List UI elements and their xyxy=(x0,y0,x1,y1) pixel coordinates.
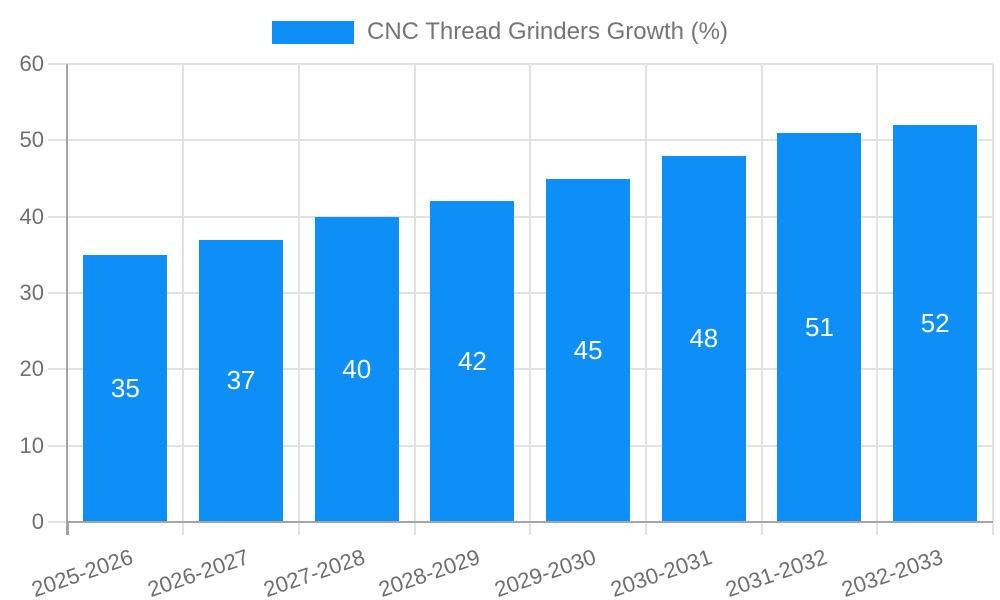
y-gridline xyxy=(47,63,993,65)
y-gridline xyxy=(47,215,993,218)
x-axis-tick xyxy=(297,523,300,535)
x-axis-line xyxy=(66,521,993,523)
bar-value-label: 45 xyxy=(573,334,603,365)
bar: 40 xyxy=(314,216,399,521)
y-axis-tick-label: 50 xyxy=(19,127,44,153)
x-axis-tick-label: 2029-2030 xyxy=(491,544,599,600)
y-gridline xyxy=(47,368,993,371)
y-gridline xyxy=(47,292,993,294)
bar-value-label: 51 xyxy=(805,311,834,342)
chart-legend: CNC Thread Grinders Growth (%) xyxy=(0,20,1000,44)
x-axis-tick xyxy=(413,523,416,535)
y-axis-tick-label: 30 xyxy=(19,280,44,305)
x-gridline xyxy=(529,64,532,522)
bar: 45 xyxy=(546,178,631,521)
x-axis-tick xyxy=(182,523,185,535)
bar: 42 xyxy=(430,201,515,521)
y-axis-tick-label: 20 xyxy=(19,356,44,382)
x-axis-tick-label: 2030-2031 xyxy=(606,544,715,600)
x-gridline xyxy=(182,64,185,522)
x-axis-tick-label: 2031-2032 xyxy=(722,544,831,600)
bar-value-label: 37 xyxy=(226,365,256,396)
x-gridline xyxy=(760,64,763,522)
bar: 52 xyxy=(893,125,978,521)
x-axis-tick xyxy=(760,523,763,535)
y-axis-tick-label: 10 xyxy=(19,432,44,458)
bar-value-label: 48 xyxy=(689,323,719,354)
bar-value-label: 52 xyxy=(920,308,950,339)
y-axis-tick-label: 40 xyxy=(19,203,44,229)
y-axis-line xyxy=(66,64,68,535)
x-axis-tick-label: 2026-2027 xyxy=(144,544,252,600)
x-axis-tick-label: 2027-2028 xyxy=(259,544,368,600)
x-axis-tick xyxy=(644,523,647,535)
x-axis-tick-label: 2032-2033 xyxy=(838,544,946,600)
x-gridline xyxy=(644,64,647,522)
bar-value-label: 42 xyxy=(457,346,487,377)
x-gridline xyxy=(413,64,416,522)
y-gridline xyxy=(47,444,993,447)
bar-value-label: 40 xyxy=(342,353,372,384)
legend-label: CNC Thread Grinders Growth (%) xyxy=(367,18,728,45)
bar: 37 xyxy=(199,239,284,521)
x-gridline xyxy=(876,64,879,522)
bar: 35 xyxy=(83,254,168,521)
x-axis-tick-label: 2025-2026 xyxy=(28,544,137,600)
bar-value-label: 35 xyxy=(110,372,140,403)
x-axis-tick-label: 2028-2029 xyxy=(375,544,484,600)
y-axis-tick-label: 60 xyxy=(19,51,44,76)
x-gridline xyxy=(297,64,300,522)
y-gridline xyxy=(47,139,993,142)
legend-swatch-icon xyxy=(272,20,354,44)
x-axis-tick xyxy=(529,523,532,535)
bar: 51 xyxy=(777,132,862,521)
bar: 48 xyxy=(661,155,746,521)
x-axis-tick xyxy=(992,523,994,535)
y-axis-tick-label: 0 xyxy=(31,509,44,534)
x-axis-tick xyxy=(876,523,879,535)
x-gridline xyxy=(992,64,994,522)
